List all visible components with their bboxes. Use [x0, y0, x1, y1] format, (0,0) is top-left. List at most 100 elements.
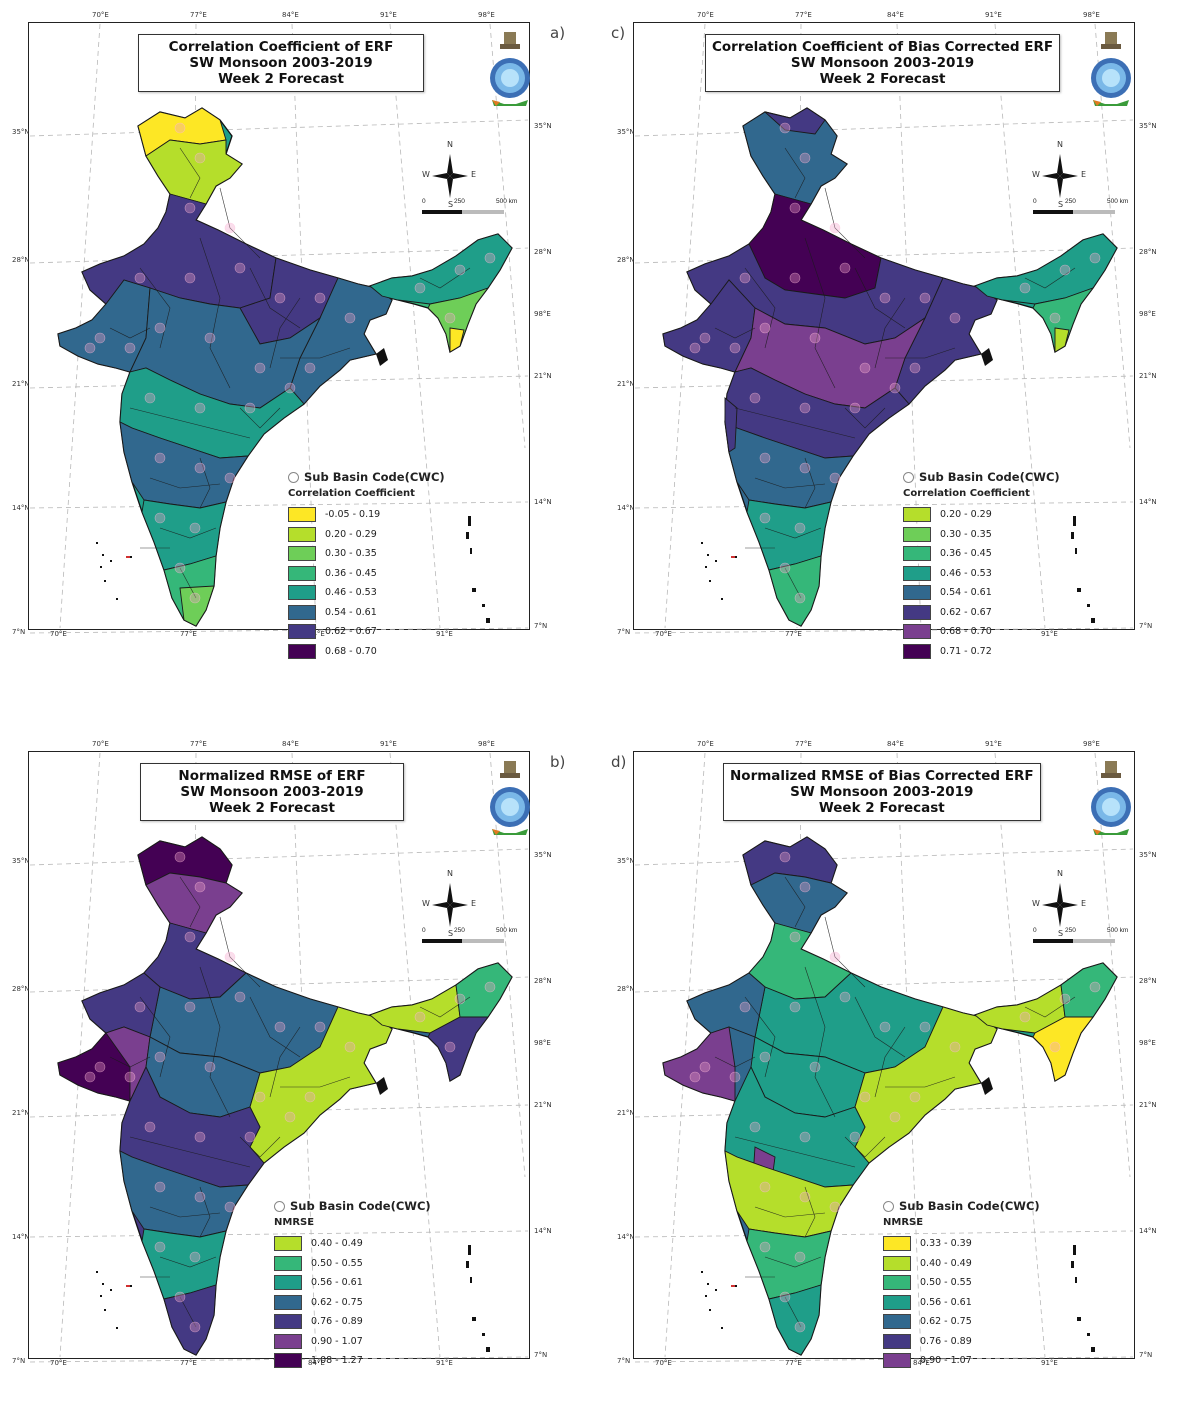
map-title-line: Correlation Coefficient of Bias Correcte… [712, 39, 1054, 55]
lakshadweep-island [116, 1327, 118, 1329]
longitude-label-top: 70°E [92, 740, 109, 748]
sub-basin-code-marker [759, 1181, 771, 1193]
meridian-line [489, 23, 526, 449]
legend-class-label: 0.90 - 1.07 [311, 1335, 363, 1347]
scale-bar-segment [462, 939, 504, 943]
legend-swatch [883, 1236, 911, 1252]
sub-basin-code-marker [154, 1051, 166, 1063]
sub-basin-code-marker [284, 382, 296, 394]
sub-basin-code-marker [314, 292, 326, 304]
basin-boundary [269, 1026, 301, 1098]
coastline-detail [376, 348, 388, 366]
sub-basin-code-marker [759, 452, 771, 464]
latitude-label-right: 28°N [1139, 248, 1157, 256]
basin-boundary [784, 876, 806, 928]
legend-row: 0.36 - 0.45 [903, 544, 1060, 564]
lakshadweep-island [116, 598, 118, 600]
latitude-label-left: 35°N [12, 857, 30, 865]
map-legend: Sub Basin Code(CWC) Correlation Coefficie… [903, 470, 1060, 661]
sub-basin-code-marker [454, 264, 466, 276]
basin-boundary [885, 1076, 956, 1088]
latitude-label-right: 35°N [534, 122, 552, 130]
legend-row: 0.20 - 0.29 [288, 525, 445, 545]
parallel-line [634, 1230, 1134, 1238]
sub-basin-code-marker [1089, 252, 1101, 264]
sub-basin-code-marker [799, 152, 811, 164]
andaman-island [1071, 532, 1074, 539]
latitude-label-right: 21°N [534, 1101, 552, 1109]
legend-row: 0.62 - 0.67 [288, 622, 445, 642]
latitude-label-left: 35°N [617, 128, 635, 136]
legend-class-label: 0.20 - 0.29 [940, 509, 992, 521]
lakshadweep-island [102, 1283, 104, 1285]
sub-basin-code-marker [799, 1191, 811, 1203]
longitude-label-top: 91°E [380, 740, 397, 748]
basin-boundary [280, 1076, 351, 1088]
legend-swatch [274, 1353, 302, 1369]
parallel-line [29, 501, 529, 509]
latitude-label-right: 14°N [1139, 1227, 1157, 1235]
sub-basin-code-marker [849, 402, 861, 414]
sub-basin-code-marker [1089, 981, 1101, 993]
sub-basin-region [179, 585, 215, 627]
basin-boundary [249, 267, 301, 329]
latitude-label-right: 98°E [534, 310, 551, 318]
longitude-label-bottom: 70°E [655, 630, 672, 638]
lakshadweep-island [735, 556, 737, 558]
longitude-label-bottom: 84°E [308, 1359, 325, 1367]
latitude-label-right: 28°N [1139, 977, 1157, 985]
sub-basin-code-marker [184, 931, 196, 943]
lakshadweep-island [731, 1285, 735, 1287]
sub-basin-code-marker [689, 342, 701, 354]
compass-letter: W [1032, 899, 1040, 908]
longitude-label-top: 84°E [282, 740, 299, 748]
map-title-line: Normalized RMSE of ERF [178, 768, 366, 784]
basin-boundary [754, 1206, 826, 1218]
parallel-line [29, 119, 529, 137]
legend-sub-basin-entry: Sub Basin Code(CWC) [288, 470, 445, 484]
sub-basin-code-marker [174, 562, 186, 574]
sub-basin-code-marker [274, 1021, 286, 1033]
latitude-label-right: 98°E [1139, 1039, 1156, 1047]
andaman-island [470, 548, 472, 554]
sub-basin-code-marker [859, 1091, 871, 1103]
longitude-label-top: 98°E [478, 740, 495, 748]
meridian-line [489, 752, 526, 1178]
sub-basin-code-marker [889, 1111, 901, 1123]
legend-class-label: 0.46 - 0.53 [940, 567, 992, 579]
latitude-label-right: 35°N [1139, 122, 1157, 130]
map-title-box: Correlation Coefficient of ERF SW Monsoon… [138, 34, 424, 92]
sub-basin-code-marker [254, 362, 266, 374]
panel-label: d) [611, 753, 627, 771]
sub-basin-code-marker [779, 851, 791, 863]
sub-basin-code-marker [779, 562, 791, 574]
sub-basin-code-marker [729, 342, 741, 354]
legend-row: 0.62 - 0.67 [903, 603, 1060, 623]
andaman-island [1071, 1261, 1074, 1268]
scale-bar-segment [422, 210, 462, 214]
meridian-line [59, 23, 101, 629]
basin-boundary [804, 237, 836, 389]
legend-row: 0.33 - 0.39 [883, 1234, 1040, 1254]
sub-basin-code-marker [414, 282, 426, 294]
longitude-label-top: 77°E [795, 11, 812, 19]
sub-basin-region [974, 233, 1118, 305]
scale-bar: 0 250 500 km [422, 198, 522, 222]
india-subbasin-map [29, 752, 529, 1363]
sub-basin-code-marker [174, 122, 186, 134]
sub-basin-region [662, 1026, 736, 1102]
sub-basin-code-marker [154, 452, 166, 464]
basin-boundary [139, 996, 171, 1078]
basin-boundary [139, 267, 171, 349]
sub-basin-region [81, 193, 277, 309]
sub-basin-code-marker [194, 881, 206, 893]
sub-basin-code-marker [224, 472, 236, 484]
legend-swatch [288, 604, 316, 620]
legend-swatch [288, 565, 316, 581]
andaman-island [1073, 516, 1076, 526]
sub-basin-circle-icon [288, 471, 299, 483]
legend-class-label: 0.71 - 0.72 [940, 645, 992, 657]
sub-basin-code-marker [194, 1191, 206, 1203]
sub-basin-code-marker [189, 592, 201, 604]
meridian-line [994, 752, 1046, 1358]
